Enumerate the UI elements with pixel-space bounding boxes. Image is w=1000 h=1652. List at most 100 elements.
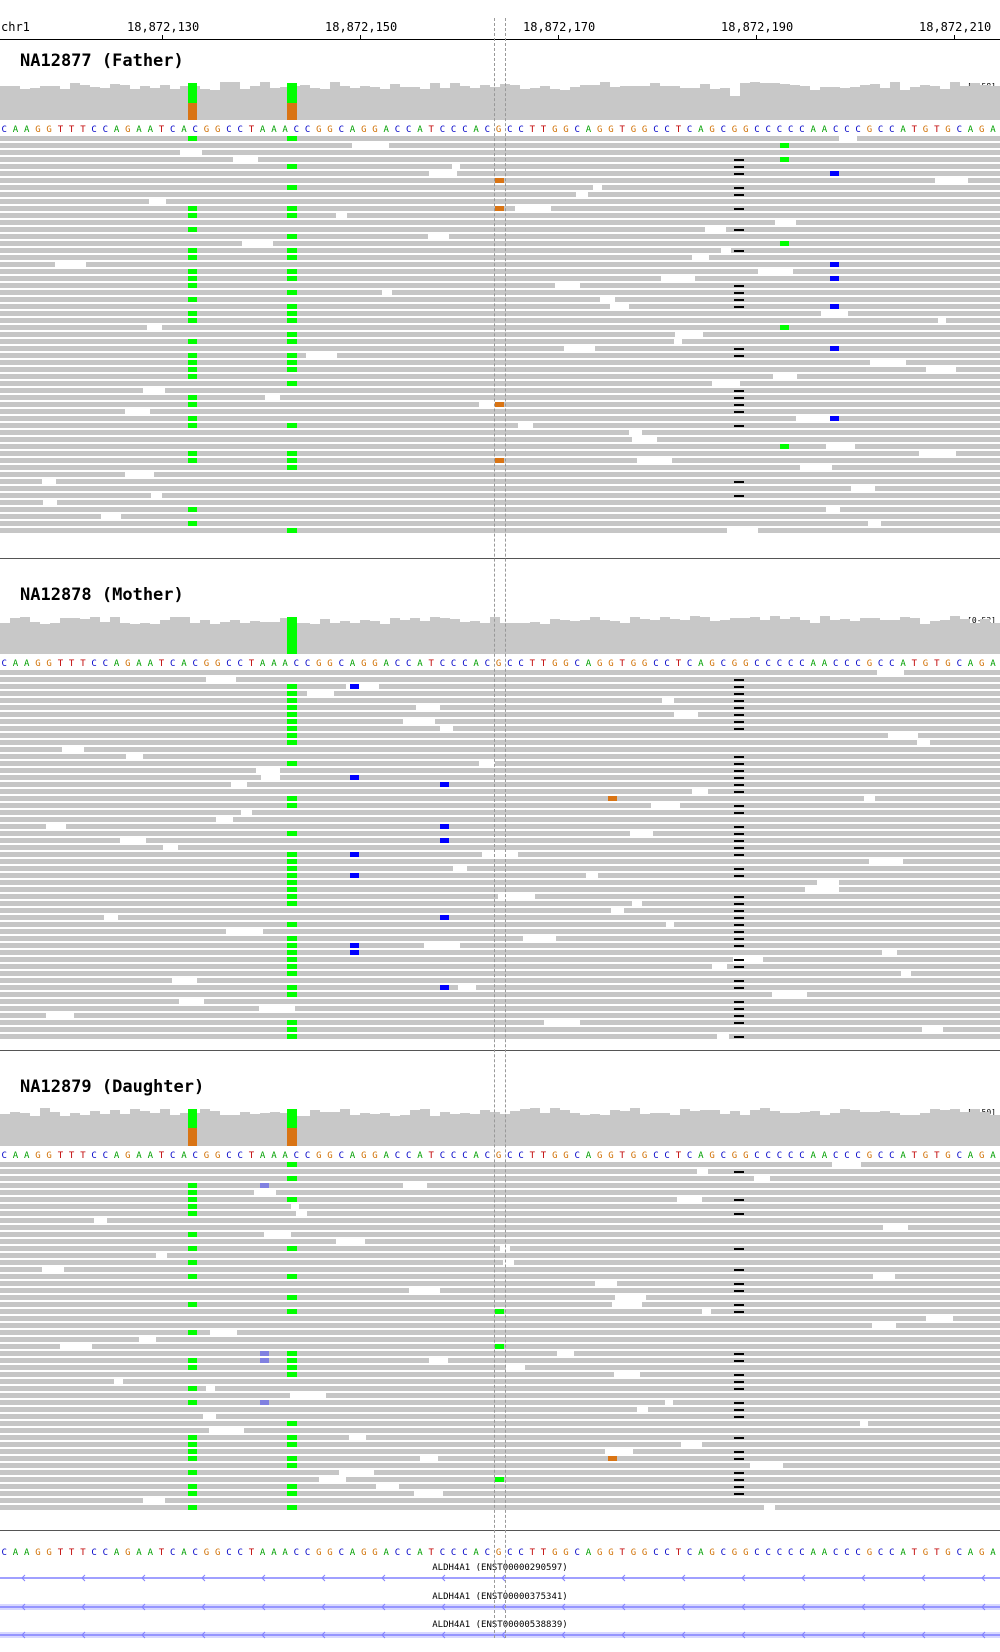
strand-arrow bbox=[981, 1631, 986, 1639]
read-alignment bbox=[216, 1414, 1000, 1419]
reference-base: C bbox=[440, 125, 445, 134]
coverage-bar bbox=[490, 87, 500, 120]
transcript-label[interactable]: ALDH4A1 (ENST00000375341) bbox=[432, 1592, 568, 1602]
coverage-bar bbox=[960, 1112, 970, 1146]
transcript-track[interactable] bbox=[0, 1601, 1000, 1613]
read-alignment bbox=[156, 1337, 1000, 1342]
read-alignment bbox=[0, 304, 610, 309]
coverage-bar bbox=[70, 83, 80, 120]
reference-base: C bbox=[395, 659, 400, 668]
coverage-bar bbox=[310, 88, 320, 120]
alignment-reads-track[interactable] bbox=[0, 136, 1000, 586]
strand-arrow bbox=[801, 1603, 806, 1611]
position-ruler[interactable]: chr1 18,872,130 18,872,150 18,872,170 18… bbox=[0, 0, 1000, 40]
alignment-reads-track[interactable] bbox=[0, 670, 1000, 1040]
transcript-label[interactable]: ALDH4A1 (ENST00000290597) bbox=[432, 1563, 568, 1573]
coverage-track[interactable] bbox=[0, 82, 1000, 122]
reference-base: G bbox=[709, 1548, 714, 1557]
read-alignment bbox=[0, 465, 800, 470]
read-alignment bbox=[0, 929, 226, 934]
read-alignment bbox=[0, 1344, 60, 1349]
reference-base: C bbox=[462, 125, 467, 134]
mismatch-base bbox=[188, 269, 197, 274]
deletion-marker bbox=[734, 187, 744, 189]
mismatch-base bbox=[287, 318, 297, 323]
transcript-track[interactable] bbox=[0, 1628, 1000, 1642]
reference-base: C bbox=[193, 1548, 198, 1557]
read-alignment bbox=[0, 1365, 506, 1370]
mismatch-base bbox=[780, 444, 789, 449]
strand-arrow bbox=[561, 1574, 566, 1582]
coverage-bar bbox=[280, 87, 290, 120]
reference-base: G bbox=[35, 125, 40, 134]
coverage-bar bbox=[450, 619, 460, 654]
coverage-bar bbox=[970, 623, 980, 654]
coverage-bar bbox=[250, 86, 260, 120]
coverage-bar bbox=[760, 620, 770, 654]
mismatch-base bbox=[287, 894, 297, 899]
mismatch-base bbox=[440, 838, 449, 843]
read-alignment bbox=[0, 1393, 290, 1398]
read-alignment bbox=[0, 472, 125, 477]
strand-arrow bbox=[81, 1631, 86, 1639]
coverage-bar bbox=[920, 85, 930, 120]
deletion-marker bbox=[734, 854, 744, 856]
reference-base: A bbox=[13, 659, 19, 668]
read-alignment bbox=[953, 1316, 1000, 1321]
mismatch-base bbox=[287, 922, 297, 927]
transcript-label[interactable]: ALDH4A1 (ENST00000538839) bbox=[432, 1620, 568, 1630]
mismatch-base bbox=[188, 1302, 197, 1307]
mismatch-base bbox=[188, 458, 197, 463]
reference-base: C bbox=[339, 659, 344, 668]
deletion-marker bbox=[734, 770, 744, 772]
read-alignment bbox=[702, 1442, 1000, 1447]
ruler-label: 18,872,210 bbox=[919, 20, 992, 34]
mismatch-base bbox=[287, 1351, 297, 1356]
mismatch-base bbox=[188, 1358, 197, 1363]
mismatch-base bbox=[188, 1274, 197, 1279]
transcript-track[interactable] bbox=[0, 1573, 1000, 1583]
mismatch-base bbox=[287, 803, 297, 808]
deletion-marker bbox=[734, 1388, 744, 1390]
reference-base: A bbox=[148, 1151, 154, 1160]
reference-base: C bbox=[451, 125, 456, 134]
reference-base: C bbox=[440, 1151, 445, 1160]
coverage-bar bbox=[370, 621, 380, 654]
coverage-bar bbox=[460, 1113, 470, 1146]
reference-base: T bbox=[80, 659, 86, 668]
coverage-bar bbox=[130, 624, 140, 654]
coverage-bar bbox=[230, 1115, 240, 1146]
coverage-bar bbox=[840, 88, 850, 120]
coverage-bar bbox=[830, 620, 840, 654]
mismatch-base bbox=[287, 381, 297, 386]
alignment-reads-track[interactable] bbox=[0, 1162, 1000, 1522]
coverage-bar bbox=[730, 1111, 740, 1146]
variant-allele-bar bbox=[188, 103, 197, 120]
mismatch-base bbox=[287, 880, 297, 885]
mismatch-base bbox=[188, 374, 197, 379]
reference-base: C bbox=[754, 1151, 759, 1160]
read-alignment bbox=[0, 444, 826, 449]
mismatch-base bbox=[188, 1484, 197, 1489]
reference-base: C bbox=[406, 659, 411, 668]
mismatch-base bbox=[350, 775, 359, 780]
read-alignment bbox=[775, 1505, 1000, 1510]
read-alignment bbox=[0, 276, 661, 281]
coverage-track[interactable] bbox=[0, 1108, 1000, 1148]
coverage-bar bbox=[40, 1108, 50, 1146]
reference-base: A bbox=[586, 125, 592, 134]
coverage-bar bbox=[690, 616, 700, 654]
read-alignment bbox=[796, 220, 1000, 225]
reference-base: C bbox=[957, 125, 962, 134]
coverage-track[interactable] bbox=[0, 616, 1000, 656]
mismatch-base bbox=[188, 227, 197, 232]
mismatch-base bbox=[350, 684, 359, 689]
reference-base: C bbox=[799, 659, 804, 668]
coverage-bar bbox=[790, 617, 800, 654]
reference-base: G bbox=[608, 1548, 613, 1557]
deletion-marker bbox=[734, 763, 744, 765]
reference-base: A bbox=[114, 1151, 120, 1160]
read-alignment bbox=[86, 262, 1000, 267]
reference-base: C bbox=[170, 659, 175, 668]
